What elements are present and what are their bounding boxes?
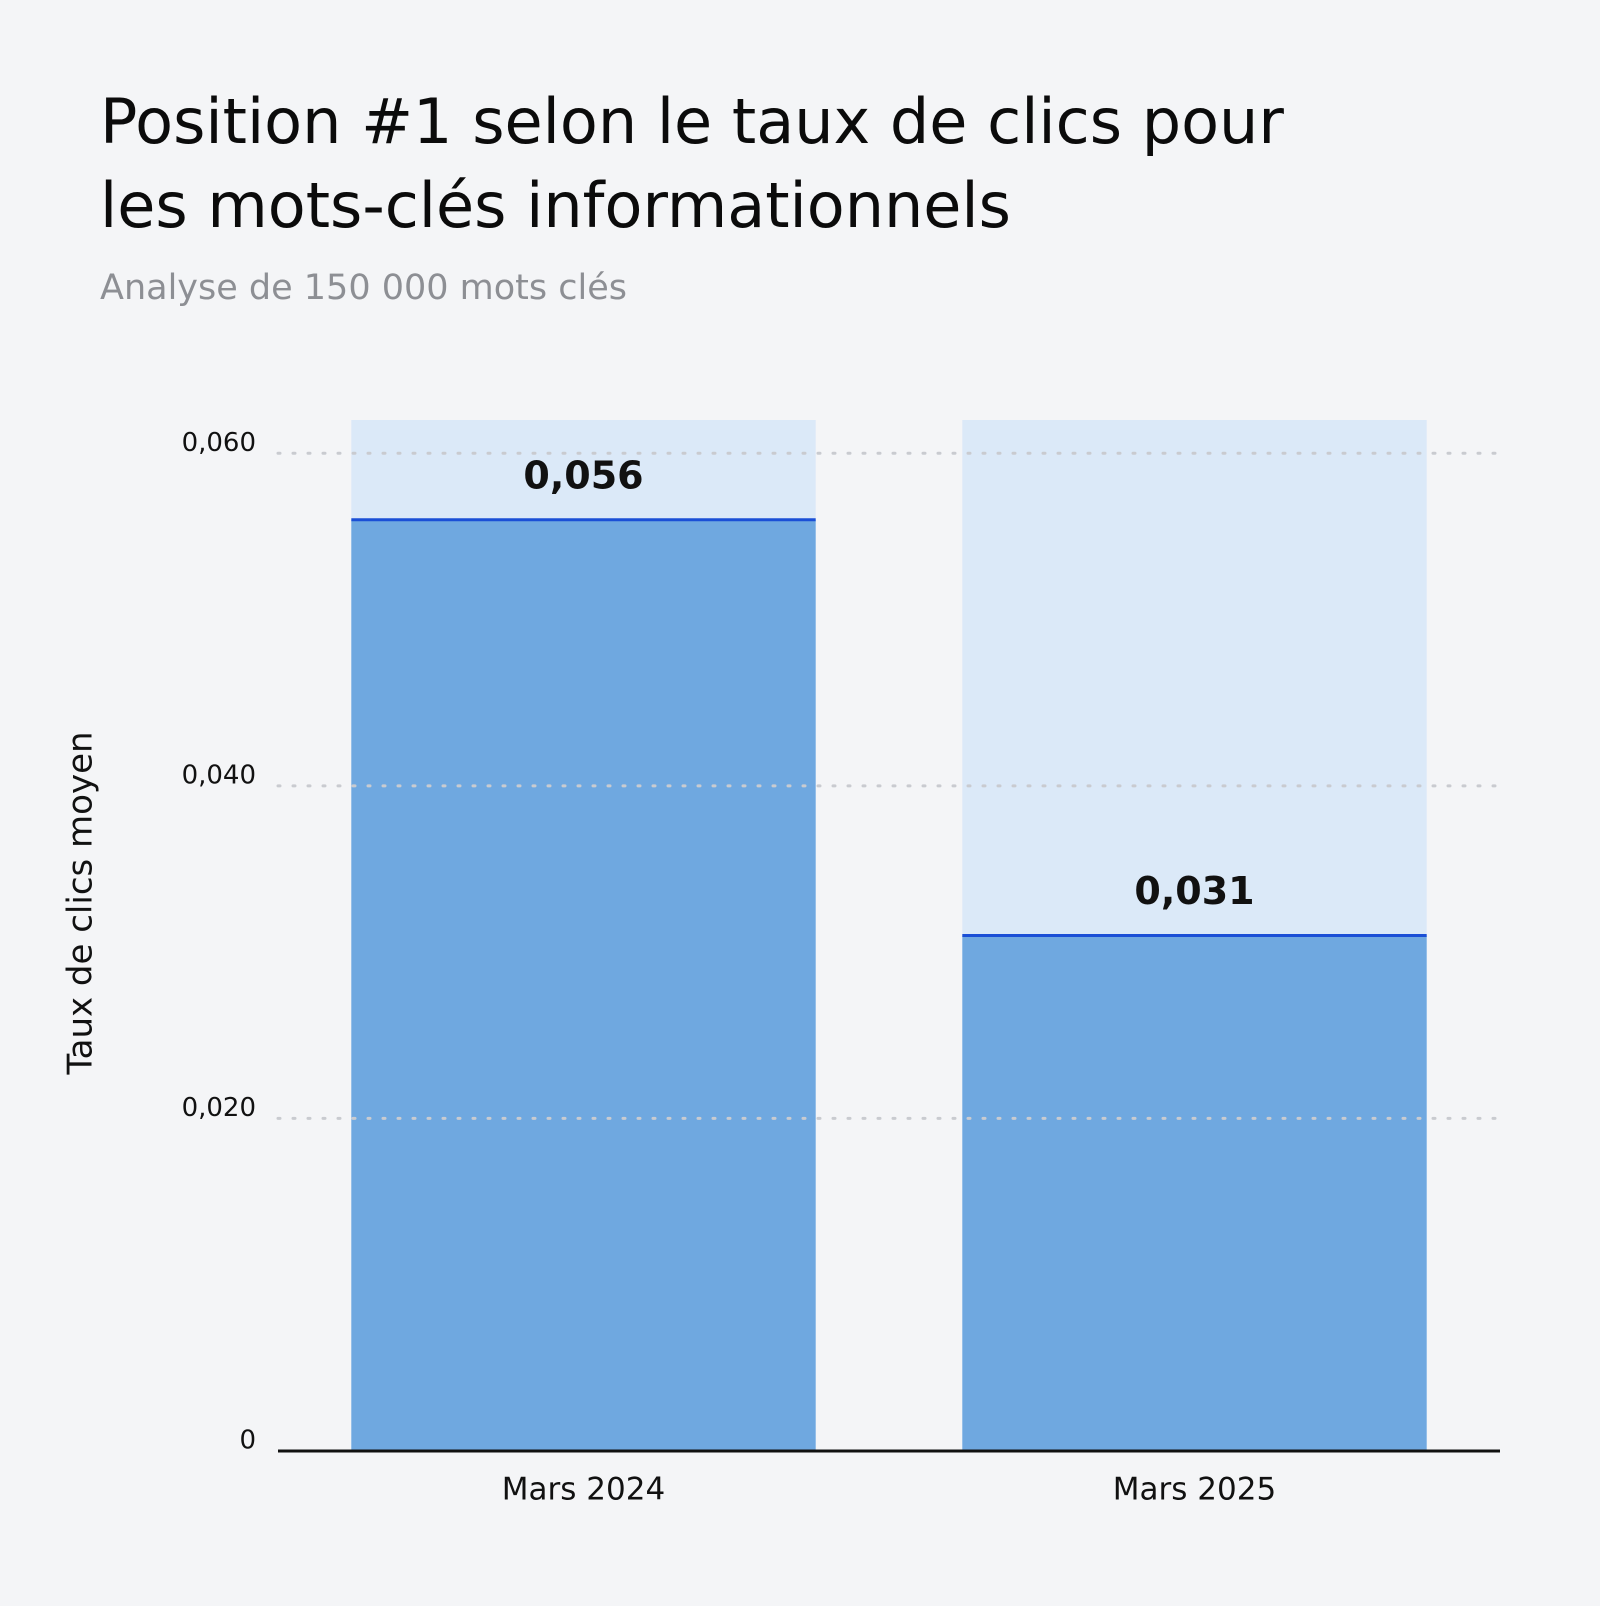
value-label: 0,056 bbox=[523, 453, 643, 497]
chart-title: Position #1 selon le taux de clics pour … bbox=[100, 85, 1284, 242]
x-tick-label: Mars 2025 bbox=[1113, 1472, 1276, 1508]
y-tick-label: 0,040 bbox=[182, 760, 256, 790]
value-label: 0,031 bbox=[1134, 869, 1254, 913]
chart-subtitle: Analyse de 150 000 mots clés bbox=[100, 268, 627, 308]
y-tick-label: 0,020 bbox=[182, 1093, 256, 1123]
y-tick-label: 0 bbox=[239, 1426, 256, 1456]
bar bbox=[962, 935, 1427, 1451]
bar bbox=[351, 519, 816, 1451]
y-axis-label: Taux de clics moyen bbox=[61, 731, 101, 1075]
x-tick-label: Mars 2024 bbox=[502, 1472, 665, 1508]
y-tick-label: 0,060 bbox=[182, 428, 256, 458]
